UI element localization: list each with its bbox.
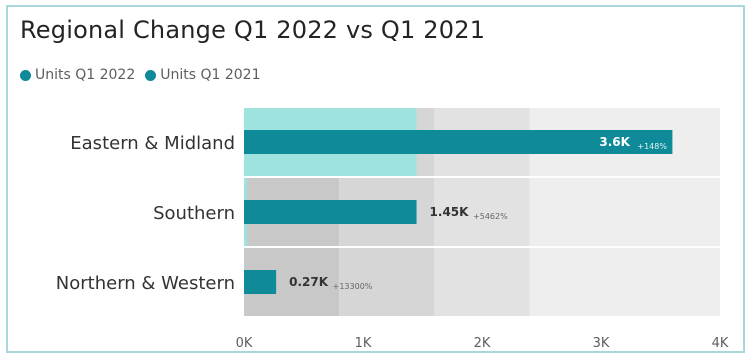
change-label: +148% bbox=[637, 142, 667, 151]
change-label: +5462% bbox=[473, 212, 508, 221]
legend-label-q1-2022: Units Q1 2022 bbox=[35, 67, 136, 83]
category-label: Southern bbox=[153, 203, 235, 224]
legend-item-q1-2022[interactable]: Units Q1 2022 bbox=[20, 67, 135, 83]
change-label: +13300% bbox=[333, 282, 373, 291]
chart-legend: Units Q1 2022 Units Q1 2021 bbox=[20, 67, 261, 83]
chart-title: Regional Change Q1 2022 vs Q1 2021 bbox=[20, 16, 486, 44]
legend-item-q1-2021[interactable]: Units Q1 2021 bbox=[145, 67, 261, 83]
legend-swatch-q1-2022 bbox=[20, 69, 31, 81]
legend-swatch-q1-2021 bbox=[145, 69, 157, 81]
background-band bbox=[529, 178, 720, 246]
legend-label-q1-2021: Units Q1 2021 bbox=[160, 67, 261, 83]
category-label: Eastern & Midland bbox=[70, 133, 235, 154]
bar-units-q1-2022 bbox=[244, 130, 673, 154]
bar-units-q1-2022 bbox=[244, 270, 277, 294]
data-label: 0.27K bbox=[289, 275, 329, 289]
category-label: Northern & Western bbox=[56, 273, 235, 294]
x-tick-label: 3K bbox=[593, 336, 610, 351]
background-band bbox=[434, 178, 530, 246]
background-band bbox=[529, 248, 720, 316]
x-tick-label: 2K bbox=[474, 336, 491, 351]
x-tick-label: 1K bbox=[355, 336, 372, 351]
data-label: 3.6K bbox=[599, 135, 630, 149]
x-tick-label: 4K bbox=[712, 336, 729, 351]
background-band bbox=[434, 248, 530, 316]
x-tick-label: 0K bbox=[236, 336, 253, 351]
data-label: 1.45K bbox=[430, 205, 470, 219]
bar-units-q1-2022 bbox=[244, 200, 417, 224]
background-band bbox=[339, 248, 435, 316]
